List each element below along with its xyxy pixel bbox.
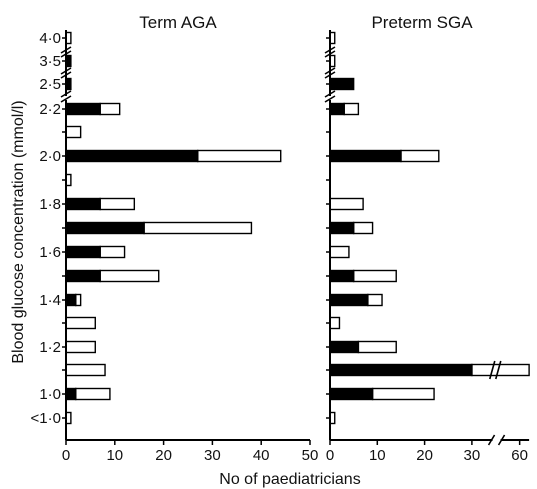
right-x-tick-label-2: 20 [416,447,433,464]
left-y-tick-label-5: 1·8 [39,196,61,213]
left-x-tick-label-4: 40 [253,447,270,464]
right-x-tick-label-4: 60 [511,447,528,464]
preterm-sga-bar-open-5 [400,149,440,163]
preterm-sga-bar-open-3 [343,102,360,116]
right-x-axis-break-a [487,434,496,446]
right-x-tick-label-1: 10 [369,447,386,464]
term-aga-bar-open-15 [75,387,111,401]
right-axis-break-b-1 [324,71,336,79]
preterm-sga-bar-open-12 [329,316,341,330]
term-aga-bar-open-11 [75,293,82,307]
left-panel-title: Term AGA [139,13,217,32]
left-axis-break-b-0 [60,50,72,58]
left-x-tick-label-2: 20 [155,447,172,464]
left-y-tick-label-0: 4·0 [39,30,61,47]
preterm-sga-bar-open-15 [371,387,435,401]
preterm-sga-bar-open-10 [352,269,397,283]
preterm-sga-bar-open-11 [367,293,383,307]
right-axis-break-b-2 [324,95,336,103]
x-axis-label: No of paediatricians [219,471,360,488]
term-aga-bar-filled-5 [65,149,199,163]
text-layer: Term AGA Preterm SGA No of paediatrician… [10,13,528,488]
left-axis-break-a-1 [60,67,72,75]
preterm-sga-bar-filled-8 [329,221,355,235]
right-x-tick-label-3: 30 [464,447,481,464]
y-axis-label: Blood glucose concentration (mmol/l) [10,100,27,363]
right-axis-break-b-0 [324,50,336,58]
right-axis-break-a-2 [324,90,336,98]
left-y-tick-label-3: 2·2 [39,101,61,118]
term-aga-bar-open-10 [99,269,160,283]
left-y-tick-label-10: <1·0 [31,410,61,427]
term-aga-bar-filled-3 [65,102,101,116]
preterm-sga-bar-open-7 [329,197,364,211]
term-aga-bar-filled-11 [65,293,77,307]
left-x-tick-label-1: 10 [106,447,123,464]
right-axis-break-a-0 [324,46,336,54]
preterm-sga-bar-filled-15 [329,387,374,401]
preterm-sga-bar-filled-14 [329,363,473,377]
term-aga-bar-filled-9 [65,245,101,259]
preterm-sga-bar-filled-3 [329,102,345,116]
term-aga-bar-open-5 [197,149,282,163]
term-aga-bar-open-14 [65,363,106,377]
left-x-tick-label-0: 0 [62,447,70,464]
left-y-tick-label-1: 3·5 [39,53,61,70]
left-axis-break-a-2 [60,90,72,98]
term-aga-bar-open-8 [143,221,253,235]
axes-layer [60,30,530,446]
left-y-tick-label-6: 1·6 [39,244,61,261]
right-x-axis-break-b [497,434,506,446]
right-panel-title: Preterm SGA [371,13,473,32]
term-aga-bar-open-7 [99,197,136,211]
preterm-sga-bar-filled-11 [329,293,369,307]
right-bar-break-b [495,360,502,380]
term-aga-bar-filled-15 [65,387,77,401]
right-x-tick-label-0: 0 [326,447,334,464]
term-aga-bar-open-13 [65,340,96,354]
right-bar-break-a [489,360,496,380]
right-axis-break-a-1 [324,67,336,75]
preterm-sga-bar-open-14 [471,363,530,377]
preterm-sga-bar-open-8 [352,221,374,235]
term-aga-bar-open-9 [99,245,126,259]
preterm-sga-bar-open-13 [357,340,397,354]
left-axis-break-b-2 [60,95,72,103]
term-aga-bar-open-3 [99,102,121,116]
left-axis-break-a-0 [60,46,72,54]
term-aga-bar-open-12 [65,316,96,330]
left-x-tick-label-5: 50 [302,447,319,464]
term-aga-bar-open-4 [65,125,82,139]
left-y-tick-label-9: 1·0 [39,386,61,403]
left-y-tick-label-4: 2·0 [39,148,61,165]
left-y-tick-label-7: 1·4 [39,292,61,309]
term-aga-bar-filled-8 [65,221,145,235]
preterm-sga-bar-filled-13 [329,340,360,354]
preterm-sga-bar-filled-5 [329,149,402,163]
left-y-tick-label-2: 2·5 [39,76,61,93]
preterm-sga-bar-filled-2 [329,77,355,91]
preterm-sga-bar-filled-10 [329,269,355,283]
preterm-sga-bar-open-9 [329,245,350,259]
left-y-tick-label-8: 1·2 [39,339,61,356]
left-axis-break-b-1 [60,71,72,79]
bars-layer [65,31,530,425]
left-x-tick-label-3: 30 [204,447,221,464]
term-aga-bar-filled-7 [65,197,101,211]
term-aga-bar-filled-10 [65,269,101,283]
